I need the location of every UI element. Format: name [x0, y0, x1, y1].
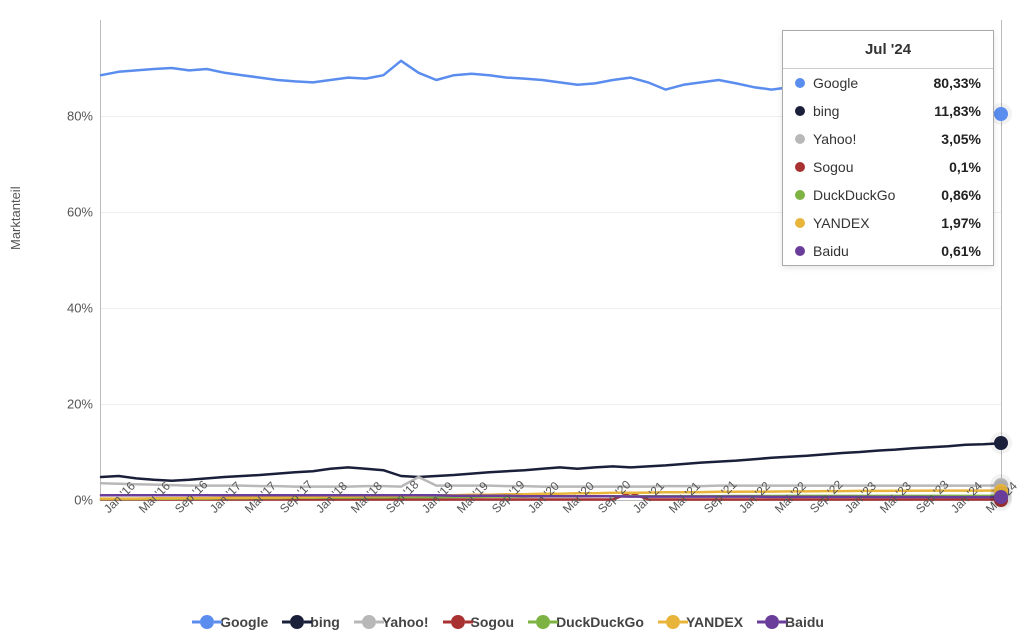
legend-label: Sogou: [471, 614, 515, 630]
tooltip-series-value: 0,61%: [941, 243, 981, 259]
legend-swatch: [290, 615, 304, 629]
legend-item-yahoo![interactable]: Yahoo!: [362, 614, 429, 630]
gridline: [101, 308, 1001, 309]
tooltip-series-name: Yahoo!: [813, 131, 933, 147]
legend-item-google[interactable]: Google: [200, 614, 268, 630]
y-axis-title: Marktanteil: [8, 186, 23, 250]
tooltip-row: Yahoo! 3,05%: [783, 125, 993, 153]
tooltip-series-value: 0,1%: [949, 159, 981, 175]
legend-item-sogou[interactable]: Sogou: [451, 614, 515, 630]
legend-label: DuckDuckGo: [556, 614, 644, 630]
tooltip-dot: [795, 162, 805, 172]
tooltip-dot: [795, 190, 805, 200]
legend-item-bing[interactable]: bing: [290, 614, 340, 630]
tooltip-series-name: bing: [813, 103, 926, 119]
legend-label: YANDEX: [686, 614, 743, 630]
y-tick-label: 0%: [74, 493, 93, 508]
tooltip-series-value: 11,83%: [934, 103, 981, 119]
legend-swatch: [200, 615, 214, 629]
legend-swatch: [666, 615, 680, 629]
y-tick-label: 40%: [67, 301, 93, 316]
tooltip-series-name: Google: [813, 75, 926, 91]
tooltip-dot: [795, 106, 805, 116]
tooltip-title: Jul '24: [783, 31, 993, 69]
market-share-chart: Marktanteil 0%20%40%60%80%Jan '16Mai '16…: [0, 0, 1024, 640]
legend-swatch: [451, 615, 465, 629]
hover-vline: [1001, 20, 1002, 500]
legend-label: Baidu: [785, 614, 824, 630]
tooltip-series-value: 3,05%: [941, 131, 981, 147]
tooltip-series-value: 1,97%: [941, 215, 981, 231]
legend-label: Yahoo!: [382, 614, 429, 630]
y-tick-label: 60%: [67, 205, 93, 220]
end-marker-baidu[interactable]: [994, 490, 1008, 504]
tooltip-row: Google 80,33%: [783, 69, 993, 97]
series-line-bing[interactable]: [101, 443, 1001, 481]
tooltip-dot: [795, 218, 805, 228]
legend-label: bing: [310, 614, 340, 630]
tooltip-series-value: 0,86%: [941, 187, 981, 203]
tooltip-series-name: DuckDuckGo: [813, 187, 933, 203]
tooltip-row: bing 11,83%: [783, 97, 993, 125]
tooltip-series-name: Baidu: [813, 243, 933, 259]
y-tick-label: 20%: [67, 397, 93, 412]
legend-swatch: [362, 615, 376, 629]
legend-swatch: [765, 615, 779, 629]
tooltip-series-value: 80,33%: [934, 75, 981, 91]
end-marker-bing[interactable]: [994, 436, 1008, 450]
tooltip-dot: [795, 246, 805, 256]
tooltip-row: Baidu 0,61%: [783, 237, 993, 265]
tooltip-series-name: YANDEX: [813, 215, 933, 231]
gridline: [101, 404, 1001, 405]
legend-label: Google: [220, 614, 268, 630]
end-marker-google[interactable]: [994, 107, 1008, 121]
legend-item-duckduckgo[interactable]: DuckDuckGo: [536, 614, 644, 630]
tooltip-row: DuckDuckGo 0,86%: [783, 181, 993, 209]
y-tick-label: 80%: [67, 109, 93, 124]
legend: Google bing Yahoo! Sogou DuckDuckGo YANDEX Bai…: [0, 614, 1024, 630]
legend-item-baidu[interactable]: Baidu: [765, 614, 824, 630]
legend-swatch: [536, 615, 550, 629]
tooltip-dot: [795, 78, 805, 88]
tooltip-series-name: Sogou: [813, 159, 941, 175]
tooltip: Jul '24 Google 80,33% bing 11,83%Yahoo! 3,05…: [782, 30, 994, 266]
tooltip-row: Sogou 0,1%: [783, 153, 993, 181]
legend-item-yandex[interactable]: YANDEX: [666, 614, 743, 630]
tooltip-dot: [795, 134, 805, 144]
tooltip-row: YANDEX 1,97%: [783, 209, 993, 237]
